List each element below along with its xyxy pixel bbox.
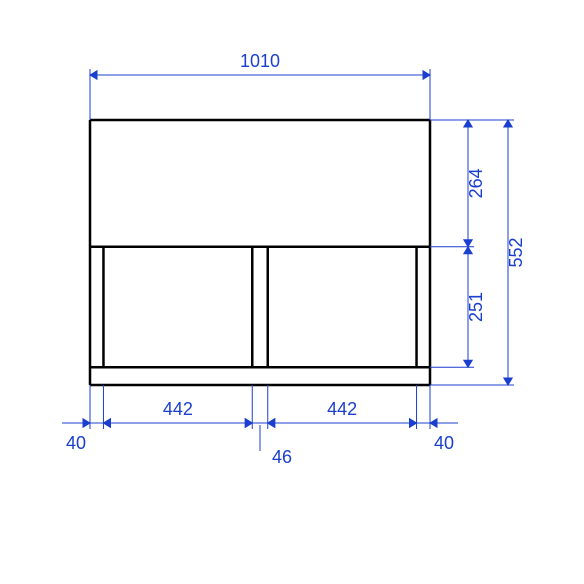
dim-upper-h: 264 bbox=[466, 168, 486, 198]
dim-left-opening: 442 bbox=[163, 399, 193, 419]
cabinet-outline bbox=[90, 120, 430, 385]
dim-total-h: 552 bbox=[506, 237, 526, 267]
dim-left-stile: 40 bbox=[66, 433, 86, 453]
dim-lower-h: 251 bbox=[466, 292, 486, 322]
dim-center-divider: 46 bbox=[272, 447, 292, 467]
dim-right-stile: 40 bbox=[434, 433, 454, 453]
dim-top-width: 1010 bbox=[240, 51, 280, 71]
dim-right-opening: 442 bbox=[327, 399, 357, 419]
